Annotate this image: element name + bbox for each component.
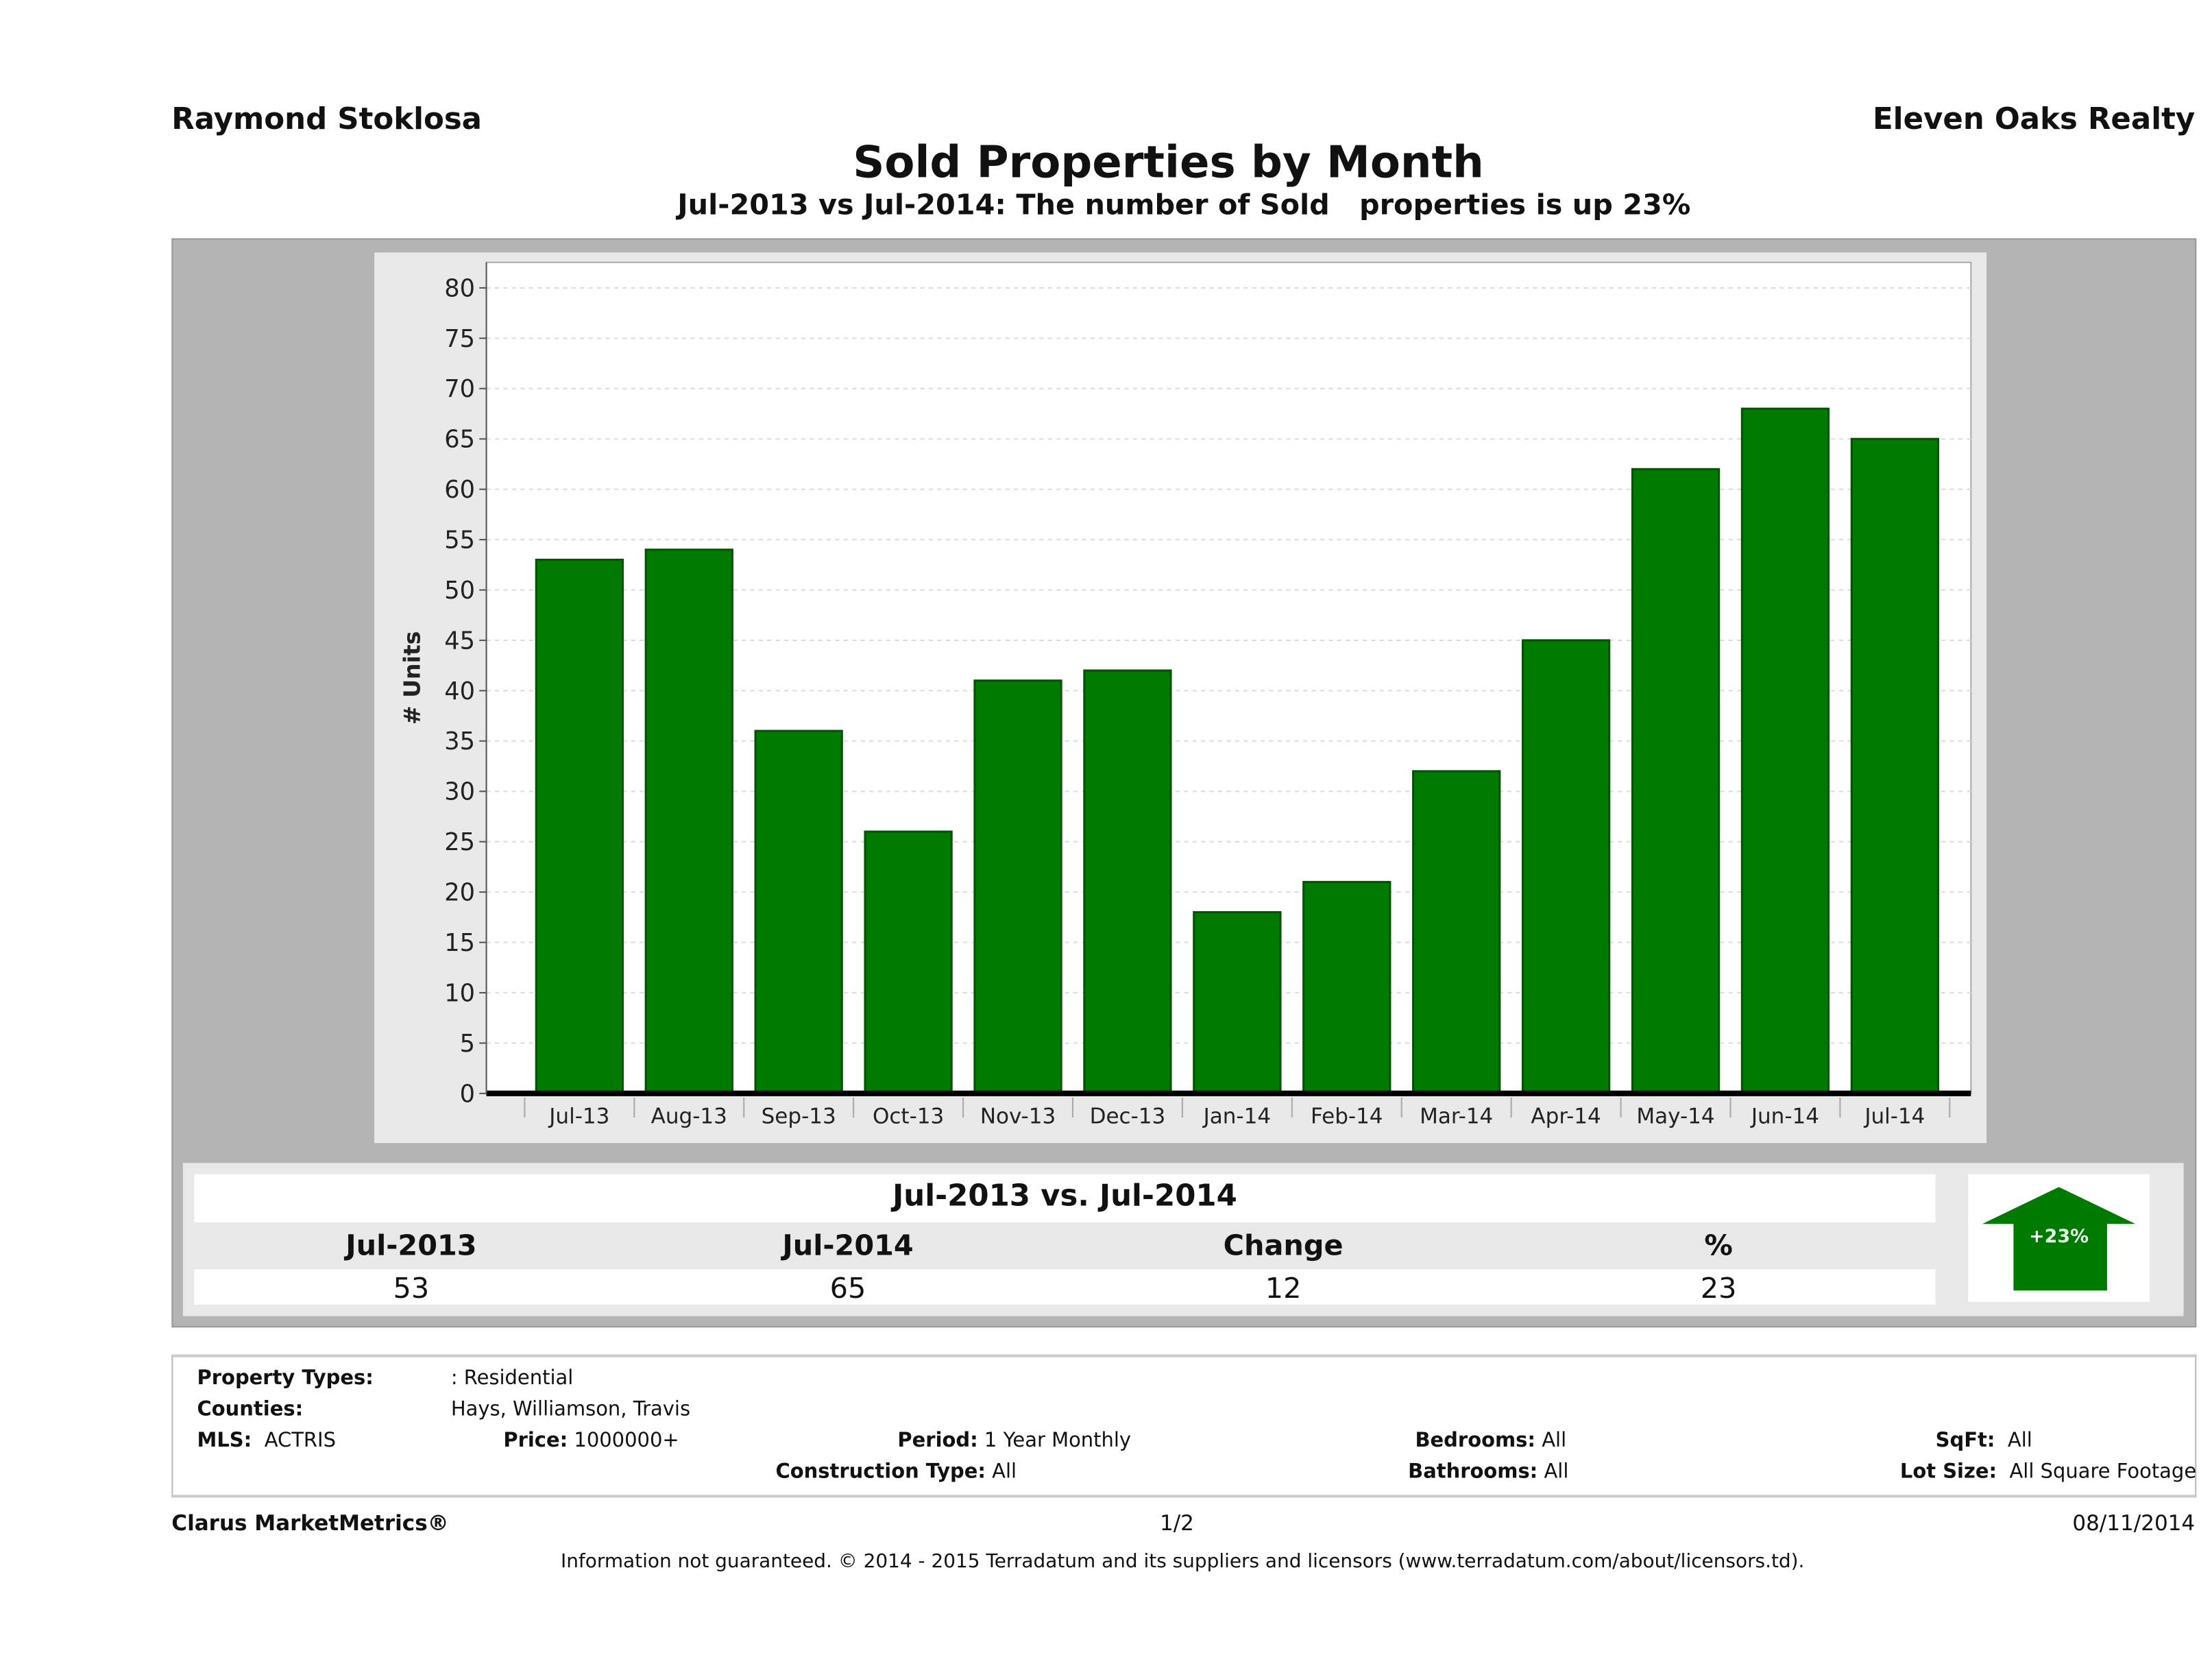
price-value: 1000000+ xyxy=(574,1429,679,1453)
summary-value-jul-2013: 53 xyxy=(393,1270,430,1305)
x-tick-label: May-14 xyxy=(1636,1104,1714,1128)
y-tick-label: 5 xyxy=(460,1030,475,1058)
construction-label: Construction Type: xyxy=(775,1460,986,1484)
y-tick-label: 25 xyxy=(444,828,475,856)
x-tick-label: Aug-13 xyxy=(651,1104,727,1128)
summary-header-change: Change xyxy=(1223,1228,1344,1263)
bar-Jul-14 xyxy=(1850,437,1940,1095)
counties-value: Hays, Williamson, Travis xyxy=(450,1398,691,1421)
change-badge-label: +23% xyxy=(2029,1227,2089,1248)
product-name: Clarus MarketMetrics® xyxy=(171,1510,449,1536)
price-label: Price: xyxy=(503,1429,568,1453)
bar-Feb-14 xyxy=(1302,880,1391,1095)
x-tick-label: Mar-14 xyxy=(1420,1104,1493,1128)
mls-value: ACTRIS xyxy=(264,1429,336,1453)
x-tick-label: Dec-13 xyxy=(1090,1104,1166,1128)
x-tick-label: Apr-14 xyxy=(1531,1104,1601,1128)
bar-Jun-14 xyxy=(1740,407,1830,1095)
y-tick-label: 40 xyxy=(444,677,475,705)
x-tick-label: Sep-13 xyxy=(762,1104,836,1128)
y-tick-label: 80 xyxy=(444,274,475,302)
x-tick-label: Nov-13 xyxy=(980,1104,1056,1128)
chart-area: 0 5 10 15 20 25 30 35 40 45 50 55 60 65 70 75 80 Jul-13 Au… xyxy=(374,252,1987,1144)
bathrooms-value: All xyxy=(1544,1460,1569,1484)
lot-size-label: Lot Size: xyxy=(1899,1460,1997,1484)
up-arrow-icon xyxy=(1982,1187,2136,1291)
summary-value-jul-2014: 65 xyxy=(829,1270,866,1305)
bedrooms-value: All xyxy=(1542,1429,1567,1453)
change-badge: +23% xyxy=(1968,1174,2150,1302)
y-axis-label: # Units xyxy=(398,631,425,725)
y-tick-label: 10 xyxy=(444,979,475,1007)
lot-size-value: All Square Footage xyxy=(2009,1460,2197,1484)
sqft-label: SqFt: xyxy=(1935,1429,1995,1453)
y-tick-label: 60 xyxy=(444,476,475,504)
summary-header-percent: % xyxy=(1704,1228,1733,1263)
bar-Aug-13 xyxy=(644,548,733,1095)
mls-label: MLS: xyxy=(197,1429,252,1453)
y-tick-label: 35 xyxy=(444,727,475,756)
bar-Jan-14 xyxy=(1193,910,1282,1095)
period-value: 1 Year Monthly xyxy=(984,1429,1132,1453)
bar-Mar-14 xyxy=(1412,770,1501,1095)
y-tick-label: 15 xyxy=(444,929,475,957)
x-tick-label: Jul-13 xyxy=(548,1104,609,1128)
y-tick-label: 30 xyxy=(444,778,475,806)
bar-Sep-13 xyxy=(754,729,843,1095)
x-tick-label: Feb-14 xyxy=(1311,1104,1383,1128)
period-label: Period: xyxy=(897,1429,978,1453)
x-tick-label: Jun-14 xyxy=(1750,1104,1819,1128)
bar-May-14 xyxy=(1631,468,1721,1095)
x-tick-label: Jul-14 xyxy=(1863,1104,1925,1128)
sqft-value: All xyxy=(2007,1429,2032,1453)
y-tick-label: 65 xyxy=(444,426,475,454)
chart-title: Sold Properties by Month xyxy=(853,137,1484,189)
criteria-box: Property Types: : Residential Counties: … xyxy=(171,1354,2197,1498)
report-date: 08/11/2014 xyxy=(2072,1510,2196,1536)
y-tick-label: 55 xyxy=(444,527,475,555)
property-types-value: : Residential xyxy=(450,1367,574,1390)
bathrooms-label: Bathrooms: xyxy=(1408,1460,1538,1484)
y-tick-label: 50 xyxy=(444,577,475,605)
summary-value-change: 12 xyxy=(1265,1270,1302,1305)
bar-Dec-13 xyxy=(1083,669,1172,1095)
disclaimer: Information not guaranteed. © 2014 - 201… xyxy=(561,1549,1805,1573)
bar-chart: 0 5 10 15 20 25 30 35 40 45 50 55 60 65 70 75 80 Jul-13 Au… xyxy=(398,261,1972,1128)
bar-Jul-13 xyxy=(535,558,624,1095)
y-tick-label: 45 xyxy=(444,627,475,655)
chart-subtitle: Jul-2013 vs Jul-2014: The number of Sold… xyxy=(677,187,1691,221)
brokerage-name: Eleven Oaks Realty xyxy=(1873,101,2196,136)
y-tick-label: 75 xyxy=(444,325,475,353)
page-number: 1/2 xyxy=(1159,1510,1194,1536)
summary-header-jul-2014: Jul-2014 xyxy=(782,1228,914,1263)
bar-Apr-14 xyxy=(1521,639,1611,1095)
bar-Oct-13 xyxy=(864,830,953,1095)
x-tick-label: Jan-14 xyxy=(1202,1104,1271,1128)
summary-title: Jul-2013 vs. Jul-2014 xyxy=(892,1179,1237,1213)
y-tick-label: 70 xyxy=(444,375,475,403)
y-tick-label: 20 xyxy=(444,879,475,907)
property-types-label: Property Types: xyxy=(197,1367,374,1390)
x-tick-label: Oct-13 xyxy=(873,1104,944,1128)
y-tick-label: 0 xyxy=(460,1080,475,1108)
bar-Nov-13 xyxy=(973,679,1062,1095)
construction-value: All xyxy=(992,1460,1017,1484)
counties-label: Counties: xyxy=(197,1398,304,1421)
summary-value-percent: 23 xyxy=(1700,1270,1737,1305)
summary-header-jul-2013: Jul-2013 xyxy=(345,1228,477,1263)
summary-panel: Jul-2013 vs. Jul-2014 Jul-2013 Jul-2014 … xyxy=(182,1163,2184,1316)
agent-name: Raymond Stoklosa xyxy=(171,101,483,136)
bedrooms-label: Bedrooms: xyxy=(1415,1429,1536,1453)
